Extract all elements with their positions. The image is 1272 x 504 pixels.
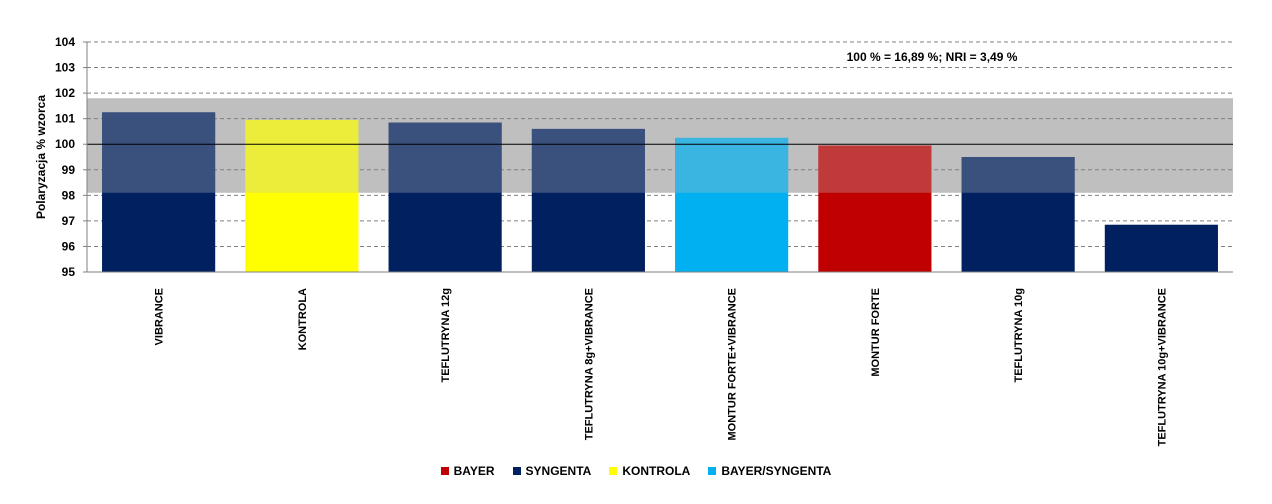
legend-item: BAYER/SYNGENTA — [708, 464, 831, 478]
bar — [531, 128, 645, 272]
legend-item: KONTROLA — [609, 464, 690, 478]
y-tick-label: 95 — [62, 265, 76, 279]
legend-label: BAYER/SYNGENTA — [721, 464, 832, 478]
bar — [102, 112, 216, 273]
legend-label: SYNGENTA — [525, 464, 592, 478]
bar-band-overlay — [818, 145, 932, 193]
legend-item: BAYER — [440, 464, 495, 478]
y-tick-label: 100 — [55, 137, 75, 151]
y-tick-label: 99 — [62, 163, 76, 177]
category-label: KONTROLA — [297, 288, 309, 350]
y-tick-label: 96 — [62, 239, 76, 253]
bar — [388, 122, 502, 272]
y-tick-label: 102 — [55, 86, 75, 100]
y-tick-label: 104 — [55, 35, 75, 49]
category-label: MONTUR FORTE+VIBRANCE — [727, 288, 739, 440]
legend-label: BAYER — [453, 464, 495, 478]
legend: BAYER SYNGENTA KONTROLA BAYER/SYNGENTA — [0, 464, 1272, 478]
bar-band-overlay — [245, 119, 359, 193]
axes: 95 96 97 98 99 100 101 102 103 104 VIBRANCE KONTROL… — [55, 35, 1233, 446]
bar-band-overlay — [388, 122, 502, 193]
bar-band-overlay — [102, 112, 216, 193]
legend-label: KONTROLA — [622, 464, 691, 478]
y-tick-label: 101 — [55, 112, 75, 126]
bar — [245, 119, 359, 272]
y-tick-label: 103 — [55, 61, 75, 75]
y-tick-label: 98 — [62, 188, 76, 202]
category-label: TEFLUTRYNA 8g+VIBRANCE — [583, 288, 595, 440]
category-label: TEFLUTRYNA 12g — [440, 288, 452, 383]
legend-item: SYNGENTA — [512, 464, 592, 478]
y-axis-label: Polaryzacja % wzorca — [34, 95, 48, 219]
chart-annotation: 100 % = 16,89 %; NRI = 3,49 % — [847, 50, 1018, 64]
bar — [1104, 224, 1218, 272]
legend-swatch — [609, 467, 618, 475]
bar-band-overlay — [675, 137, 789, 193]
bar-band-overlay — [531, 128, 645, 193]
category-label: TEFLUTRYNA 10g — [1013, 288, 1025, 383]
category-label: VIBRANCE — [154, 288, 166, 345]
bar — [818, 145, 932, 272]
category-label: TEFLUTRYNA 10g+VIBRANCE — [1156, 288, 1168, 446]
bar-band-overlay — [961, 157, 1075, 193]
category-label: MONTUR FORTE — [870, 288, 882, 377]
bars — [102, 112, 1218, 273]
legend-swatch — [512, 467, 521, 475]
legend-swatch — [708, 467, 717, 475]
bar — [961, 157, 1075, 272]
bar — [675, 137, 789, 272]
legend-swatch — [440, 467, 449, 475]
y-tick-label: 97 — [62, 214, 76, 228]
